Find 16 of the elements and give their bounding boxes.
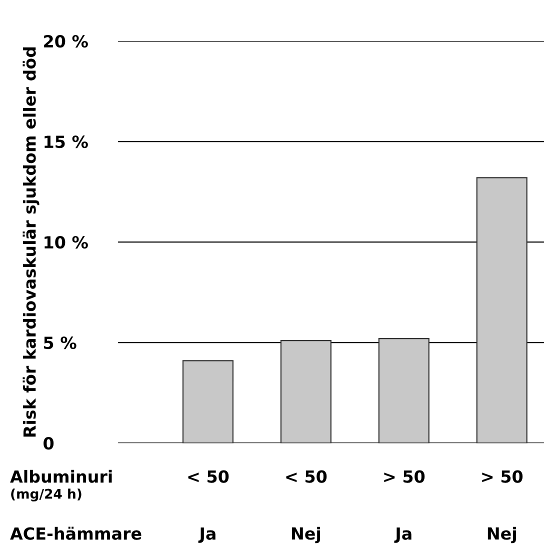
y-tick-label: 10 % (44, 236, 88, 249)
bar (280, 340, 332, 444)
category-label: > 50 Nej (482, 470, 523, 544)
text: ACE-hämmare (10, 526, 142, 540)
bar (378, 338, 430, 444)
y-tick-label: 20 % (44, 34, 88, 48)
category-label: < 50 Nej (286, 470, 327, 544)
bar (182, 360, 234, 444)
y-tick-label: 0 (44, 437, 54, 450)
text: Albuminuri (mg/24 h) (10, 470, 112, 502)
category-label: > 50 Ja (384, 470, 425, 543)
y-tick-label: 15 % (44, 136, 88, 148)
category-label: < 50 Ja (188, 470, 229, 543)
bar (476, 177, 528, 444)
y-axis-title: Risk för kardiovaskulär sjukdom eller död (22, 47, 40, 437)
y-tick-label: 5 % (44, 336, 76, 350)
